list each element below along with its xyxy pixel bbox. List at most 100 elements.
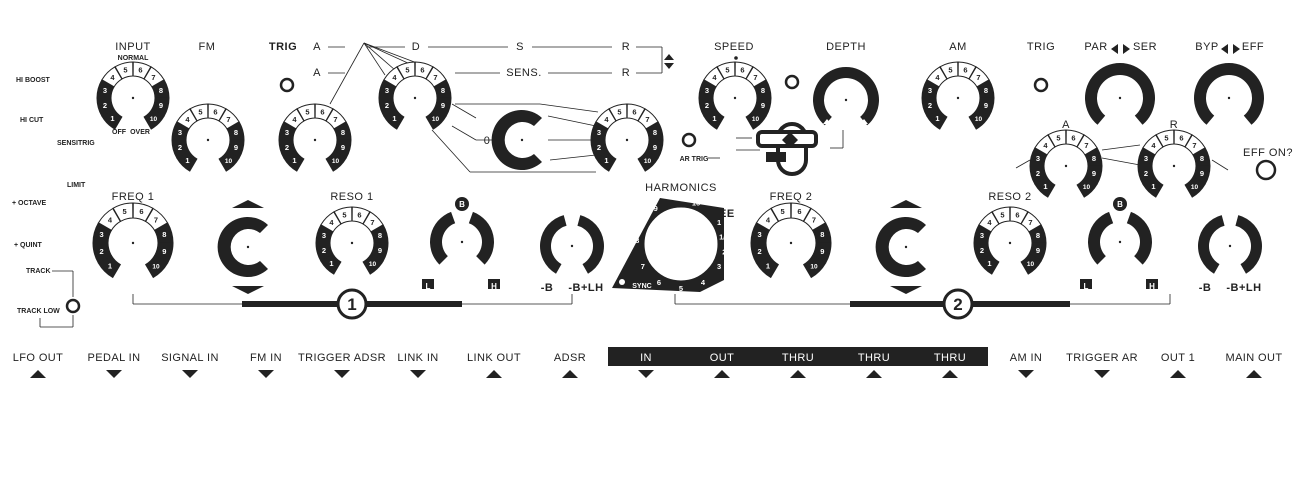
sens-depth-knob[interactable]: +- (491, 110, 543, 171)
env-attack-knob[interactable]: 12 345 678 910 (1029, 129, 1103, 198)
knob-scale-label: 1 (185, 156, 189, 165)
knob-center (1228, 244, 1232, 248)
trig-led[interactable] (279, 77, 295, 93)
jack-8[interactable]: IN (638, 352, 654, 378)
knob-segment (802, 254, 827, 279)
lfo-wave-switch[interactable] (756, 122, 818, 176)
jack-16[interactable]: MAIN OUT (1226, 352, 1283, 378)
release-knob[interactable]: 12 345 678 910 (590, 103, 664, 172)
knob-scale-label: 9 (761, 101, 765, 110)
jack-2[interactable]: SIGNAL IN (161, 352, 219, 378)
jack-6[interactable]: LINK OUT (467, 352, 521, 378)
badge-number: 1 (347, 295, 356, 314)
knob-scale-label: 4 (108, 216, 113, 225)
harmonics-dial (643, 206, 719, 282)
filter2-type-knob[interactable]: B L H (1080, 197, 1158, 291)
arc-right (468, 211, 494, 265)
jack-label: THRU (934, 352, 966, 364)
reso1-knob[interactable]: 12 345 678 910 (315, 206, 389, 275)
knob-scale-label: 1 (766, 262, 770, 271)
knob-scale-label: 4 (110, 73, 115, 82)
jack-9[interactable]: OUT (710, 352, 734, 378)
normal-label: NORMAL (118, 55, 149, 62)
knob-scale-label: 3 (285, 128, 289, 137)
fm2-amount-knob[interactable]: +- (875, 200, 927, 294)
hi-boost-label: HI BOOST (16, 77, 51, 84)
knob-scale-label: 8 (378, 231, 382, 240)
am-knob[interactable]: 12 345 678 910 (921, 61, 995, 130)
jack-4[interactable]: TRIGGER ADSR (298, 352, 386, 378)
speed-led[interactable] (784, 74, 800, 90)
l-mark (422, 279, 434, 289)
harmonics-knob[interactable]: 1 1/2 23 4 5 6 7 8 9 16 SYNC (612, 198, 730, 293)
input-knob[interactable]: 12 345 678 910 (96, 61, 170, 130)
knob-scale-label: 2 (980, 246, 984, 255)
knob-scale-label: 4 (712, 73, 717, 82)
knob-scale-label: 5 (123, 207, 127, 216)
knob-segment (637, 150, 659, 172)
knob-scale-label: 10 (975, 116, 983, 123)
eff-on-button[interactable] (1255, 159, 1277, 181)
l-label: L (426, 282, 431, 291)
knob-scale-label: 10 (644, 158, 652, 165)
fm1-amount-knob[interactable]: +- (217, 200, 269, 294)
jack-5[interactable]: LINK IN (397, 352, 438, 378)
jack-14[interactable]: TRIGGER AR (1066, 352, 1138, 378)
jack-11[interactable]: THRU (858, 352, 890, 378)
ar-trig-button[interactable] (681, 132, 697, 148)
knob-center (313, 138, 317, 142)
l-label: L (1084, 282, 1089, 291)
knob-scale-label: 7 (151, 73, 155, 82)
knob-scale-label: 7 (645, 115, 649, 124)
up-down-icon[interactable] (664, 54, 674, 69)
speed-knob[interactable]: 12 345 678 910 (698, 61, 772, 130)
knob-scale-label: 4 (766, 216, 771, 225)
jack-10[interactable]: THRU (782, 352, 814, 378)
knob-scale-label: 8 (1200, 154, 1204, 163)
jack-15[interactable]: OUT 1 (1161, 352, 1195, 378)
env-release-knob[interactable]: 12 345 678 910 (1137, 129, 1211, 198)
fm-knob[interactable]: 12 345 678 910 (171, 103, 245, 172)
jack-1[interactable]: PEDAL IN (88, 352, 141, 378)
knob-scale-label: 8 (820, 230, 824, 239)
mix1-knob[interactable] (539, 215, 604, 274)
filter1-type-knob[interactable]: B L H (422, 197, 500, 291)
jack-13[interactable]: AM IN (1010, 352, 1043, 378)
knob-scale-label: 10 (225, 158, 233, 165)
knob-ring (1194, 62, 1265, 125)
knob-scale-label: 5 (617, 108, 621, 117)
knob-scale-label: 2 (100, 247, 104, 256)
over-label: OVER (130, 129, 150, 136)
jack-row: LFO OUT PEDAL IN SIGNAL IN FM IN TRIGGER ADS… (13, 347, 1283, 378)
input-arrow-icon (106, 370, 122, 378)
track-label: TRACK (26, 268, 51, 275)
reso2-knob[interactable]: 12 345 678 910 (973, 206, 1047, 275)
byp-eff-knob[interactable] (1194, 62, 1265, 125)
knob-scale-label: 2 (1144, 169, 1148, 178)
fm-label: FM (199, 41, 216, 53)
ser-label: SER (1133, 41, 1157, 53)
minus-b-label: -B (541, 282, 554, 294)
knob-scale-label: 3 (758, 230, 762, 239)
limit-label: LIMIT (67, 182, 86, 189)
jack-3[interactable]: FM IN (250, 352, 282, 378)
par-ser-knob[interactable] (1085, 63, 1155, 125)
depth-label: DEPTH (826, 41, 866, 53)
jack-0[interactable]: LFO OUT (13, 352, 63, 378)
depth-knob[interactable] (812, 66, 880, 131)
jack-label: MAIN OUT (1226, 352, 1283, 364)
mix2-knob[interactable] (1198, 215, 1262, 274)
wave-icon (782, 132, 798, 148)
jack-7[interactable]: ADSR (554, 352, 586, 378)
arc-left (1198, 215, 1225, 274)
knob-scale-label: 1 (292, 156, 296, 165)
jack-12[interactable]: THRU (934, 352, 966, 378)
attack-knob[interactable]: 12 345 678 910 (278, 103, 352, 172)
knob-segment (968, 108, 990, 130)
harmonics-scale-label: 8 (635, 236, 639, 245)
track-switch[interactable] (65, 298, 81, 314)
trig2-led[interactable] (1033, 77, 1049, 93)
decay-knob[interactable]: 12 345 678 910 (378, 61, 452, 130)
